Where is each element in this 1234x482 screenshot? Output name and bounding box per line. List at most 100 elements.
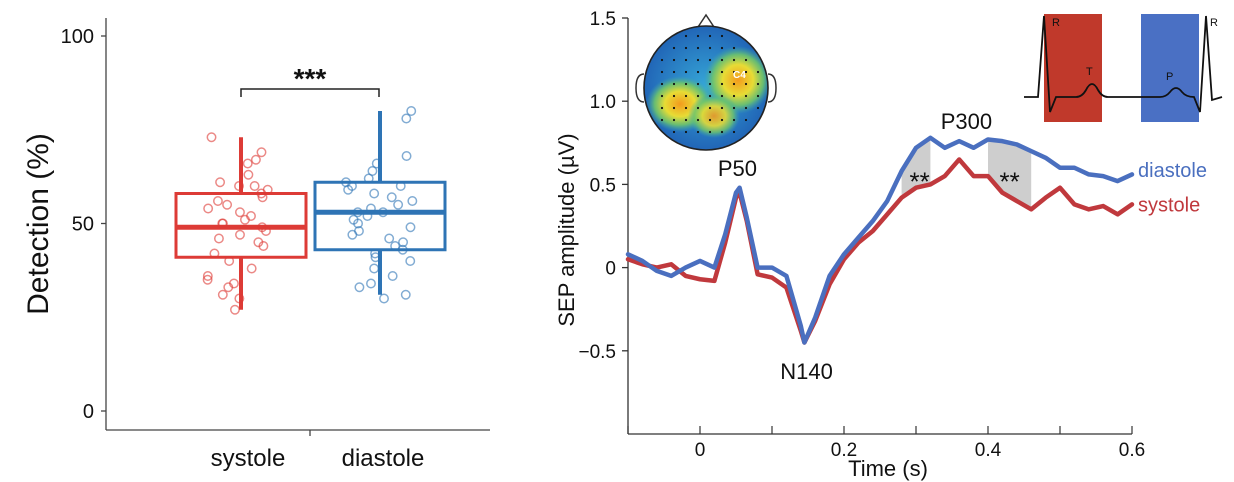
electrode-dot [672, 106, 676, 110]
data-point [234, 293, 245, 304]
sep-y-tick-label: −0.5 [578, 342, 616, 363]
ecg-r-label-2: R [1210, 17, 1218, 29]
series-line-diastole [625, 135, 1135, 345]
data-point [343, 184, 354, 195]
electrode-dot [696, 106, 700, 110]
sep-y-ticks: −0.5 0 0.5 1.0 1.5 [578, 9, 628, 363]
electrode-dot [672, 58, 676, 62]
ecg-p-label: P [1166, 71, 1173, 83]
electrode-dot [696, 94, 700, 98]
data-point [223, 282, 234, 293]
significance-region [901, 137, 931, 198]
data-point [257, 192, 268, 203]
electrode-dot [720, 94, 724, 98]
electrode-dot [756, 82, 760, 86]
sep-y-tick-label: 0.5 [590, 175, 616, 196]
electrode-dot [684, 58, 688, 62]
electrode-dot [660, 94, 664, 98]
data-point [234, 181, 244, 191]
data-point [352, 207, 363, 218]
electrode-dot [756, 70, 760, 74]
electrode-dot [708, 70, 712, 74]
box-points [202, 106, 418, 315]
box-y-tick-label: 100 [61, 26, 94, 48]
data-point [256, 147, 267, 158]
electrode-dot [660, 58, 664, 62]
ecg-diastole-window [1141, 14, 1199, 122]
box-shapes [174, 111, 447, 310]
data-point [246, 263, 257, 274]
sep-series-labels: diastole systole [1138, 160, 1207, 216]
box-y-tick-label: 50 [72, 214, 94, 236]
data-point [206, 132, 217, 143]
data-point [258, 241, 269, 251]
data-point [222, 199, 233, 210]
sep-x-tick-label: 0.6 [1119, 440, 1145, 461]
data-point [370, 248, 381, 259]
electrode-dot [720, 46, 724, 50]
electrode-dot [672, 70, 676, 74]
box-category-labels: systole diastole [211, 430, 424, 472]
data-point [235, 229, 245, 240]
significance-region [988, 139, 1032, 210]
significance-mark: ** [999, 166, 1019, 196]
electrode-dot [720, 58, 724, 62]
peak-label: P50 [718, 156, 757, 181]
electrode-dot [732, 70, 736, 74]
data-point [369, 188, 380, 199]
data-point [401, 113, 412, 124]
electrode-dot [696, 46, 700, 50]
electrode-dot [696, 118, 700, 122]
significance-shading [901, 137, 1032, 210]
electrode-dot [756, 94, 760, 98]
data-point [242, 158, 253, 169]
electrode-dot [672, 130, 676, 134]
electrode-dot [672, 94, 676, 98]
sep-x-tick-label: 0.2 [831, 440, 857, 461]
electrode-dot [744, 118, 748, 122]
data-point [395, 181, 406, 191]
sep-x-tick-label: 0 [695, 440, 706, 461]
electrode-dot [720, 106, 724, 110]
electrode-dot [708, 34, 712, 38]
data-point [217, 218, 228, 229]
electrode-dot [672, 118, 676, 122]
sep-y-axis-label: SEP amplitude (µV) [554, 133, 579, 326]
data-point [235, 207, 245, 218]
data-point [406, 106, 417, 116]
electrode-dot [732, 46, 736, 50]
data-point [366, 278, 376, 289]
data-point [202, 274, 213, 285]
ecg-inset: R T P R [1024, 14, 1223, 122]
electrode-dot [672, 82, 676, 86]
data-point [367, 166, 378, 176]
data-point [393, 199, 404, 210]
sep-line-panel: −0.5 0 0.5 1.0 1.5 0 0.2 0.4 0.6 Time (s) SEP a… [554, 9, 1223, 481]
data-point [240, 214, 250, 225]
significance-stars: *** [294, 63, 327, 94]
electrode-dot [732, 106, 736, 110]
data-point [212, 196, 223, 206]
electrode-dot [732, 58, 736, 62]
series-label-diastole: diastole [1138, 160, 1207, 182]
data-point [202, 271, 213, 281]
sep-x-ticks: 0 0.2 0.4 0.6 [627, 426, 1145, 461]
data-point [397, 244, 408, 255]
series-label-systole: systole [1138, 194, 1200, 216]
electrode-dot [720, 118, 724, 122]
electrode-dot [708, 82, 712, 86]
box-y-tick-label: 0 [83, 401, 94, 423]
electrode-dot [684, 118, 688, 122]
sep-series-lines [625, 135, 1135, 345]
data-point [405, 256, 416, 266]
electrode-dot [660, 70, 664, 74]
data-point [213, 233, 224, 244]
electrode-dot [744, 70, 748, 74]
data-point [369, 263, 380, 274]
electrode-dot [720, 70, 724, 74]
data-point [401, 151, 412, 161]
electrode-dot [684, 130, 688, 134]
data-point [386, 192, 397, 203]
electrode-dot [720, 34, 724, 38]
